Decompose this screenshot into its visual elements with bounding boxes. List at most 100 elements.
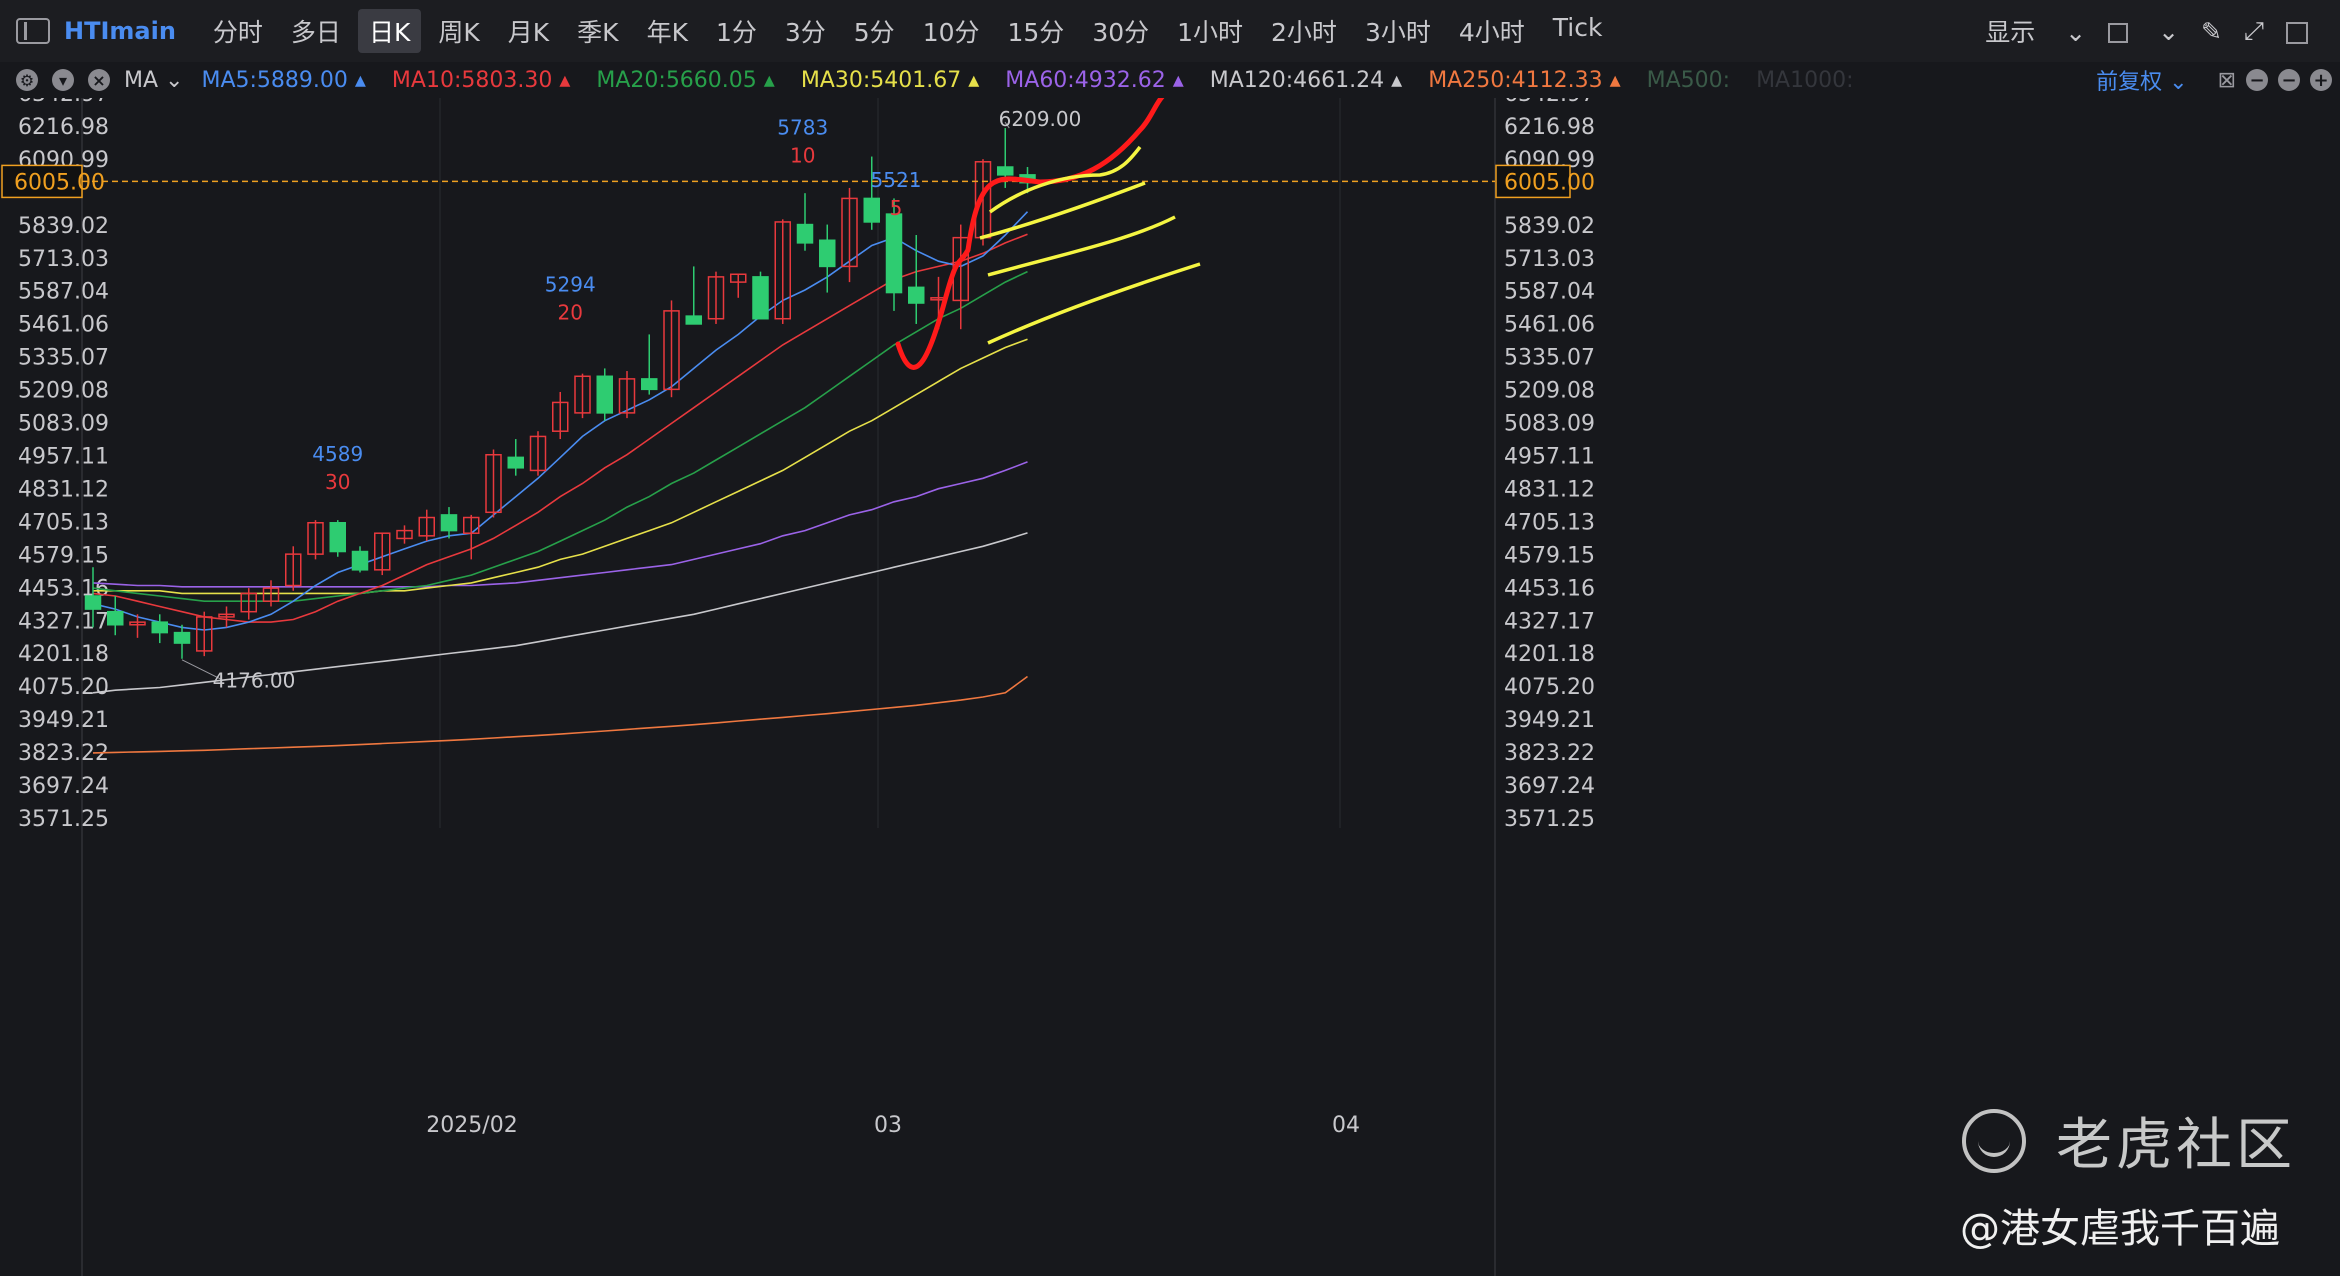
price-tick-left: 4957.11 — [18, 445, 109, 470]
candle-body — [596, 375, 613, 414]
price-adjust-select[interactable]: 前复权 ⌄ — [2096, 70, 2188, 95]
peak-count-10: 10 — [790, 144, 815, 168]
price-tick-right: 5335.07 — [1504, 346, 1595, 371]
price-tick-right: 4453.16 — [1504, 576, 1595, 601]
zoom-out-icon[interactable]: − — [2246, 69, 2268, 91]
timeframe-tab-16[interactable]: 4小时 — [1458, 18, 1525, 47]
candle-body — [997, 166, 1014, 176]
candle-body — [885, 213, 903, 294]
sidebar-toggle-icon[interactable] — [16, 18, 50, 44]
price-tick-right: 4579.15 — [1504, 543, 1595, 568]
price-tick-left: 3697.24 — [18, 774, 109, 799]
timeframe-tab-15[interactable]: 3小时 — [1364, 18, 1431, 47]
ma-value-6: MA250:4112.33 ▴ — [1428, 67, 1621, 93]
date-tick: 2025/02 — [426, 1113, 517, 1138]
zoom-in-icon[interactable]: + — [2310, 69, 2332, 91]
candle-body — [196, 616, 213, 652]
timeframe-tab-4[interactable]: 月K — [507, 18, 550, 47]
candle-body — [685, 315, 702, 325]
ma60-line — [92, 461, 1028, 588]
fullscreen-icon[interactable]: ⤢ — [2243, 16, 2264, 45]
candle-body — [641, 378, 658, 391]
ma-value-7: MA500: — [1646, 67, 1731, 93]
price-adjust-label: 前复权 — [2096, 70, 2163, 95]
timeframe-tab-11[interactable]: 15分 — [1007, 18, 1065, 47]
candle-body — [218, 613, 235, 618]
candle-body — [908, 286, 925, 304]
price-tick-right: 4201.18 — [1504, 642, 1595, 667]
timeframe-tab-8[interactable]: 3分 — [784, 18, 826, 47]
price-tick-right: 5461.06 — [1504, 313, 1595, 338]
candle-body — [730, 273, 747, 283]
draw-pen-icon[interactable]: ✎ — [2201, 16, 2222, 46]
candle-body — [307, 522, 324, 555]
chart-toolbar: HTImain 分时 多日 日K 周K 月K 季K 年K 1分 3分 5分 10分 15分 30分 1小时… — [0, 0, 2340, 63]
symbol-name[interactable]: HTImain — [64, 17, 176, 45]
timeframe-tab-12[interactable]: 30分 — [1092, 18, 1150, 47]
panel-icon[interactable] — [2286, 17, 2330, 46]
candle-body — [463, 516, 480, 534]
candle-body — [374, 532, 391, 571]
indicator-bar: ⚙ ▾ × MA ⌄ MA5:5889.00 ▴ MA10:5803.30 ▴ MA… — [0, 62, 2340, 98]
peak-label-5783: 5783 — [777, 116, 828, 140]
ma-value-8: MA1000: — [1756, 67, 1854, 93]
gear-icon[interactable]: ⚙ — [16, 69, 38, 91]
timeframe-tab-17[interactable]: Tick — [1552, 13, 1603, 42]
candle-body — [796, 223, 814, 244]
layout-icon[interactable]: ⌄ — [2108, 17, 2179, 46]
price-tick-left: 5209.08 — [18, 379, 109, 404]
date-tick: 04 — [1332, 1113, 1360, 1138]
drawing-yellow-line-3 — [987, 215, 1176, 277]
ma-values: MA5:5889.00 ▴ MA10:5803.30 ▴ MA20:5660.05 … — [201, 68, 1879, 93]
ma-value-1: MA10:5803.30 ▴ — [391, 67, 571, 93]
ma-value-4: MA60:4932.62 ▴ — [1005, 67, 1184, 93]
candle-body — [418, 516, 435, 537]
timeframe-tab-10[interactable]: 10分 — [922, 18, 980, 47]
price-tick-left: 5713.03 — [18, 247, 109, 272]
timeframe-tab-9[interactable]: 5分 — [853, 18, 895, 47]
peak-count-5: 5 — [890, 196, 903, 220]
timeframe-tab-0[interactable]: 分时 — [212, 18, 263, 47]
candle-body — [529, 435, 547, 472]
peak-label-4589: 4589 — [312, 442, 363, 466]
indicator-select[interactable]: MA ⌄ — [124, 67, 184, 93]
eye-icon[interactable]: ▾ — [52, 69, 74, 91]
display-menu[interactable]: 显示 ⌄ — [1985, 13, 2086, 49]
timeframe-tab-13[interactable]: 1小时 — [1177, 18, 1244, 47]
timeframe-tab-5[interactable]: 季K — [577, 18, 619, 47]
compare-icon[interactable]: ⊠ — [2217, 67, 2236, 93]
price-tick-right: 5839.02 — [1504, 214, 1595, 239]
candle-body — [84, 595, 102, 610]
candle-body — [507, 456, 524, 469]
candle-body — [841, 197, 858, 268]
timeframe-tab-3[interactable]: 周K — [438, 18, 480, 47]
price-tick-right: 5587.04 — [1504, 280, 1595, 305]
ma5-line — [92, 211, 1029, 631]
price-tick-left: 5083.09 — [18, 412, 109, 437]
price-tick-right: 4075.20 — [1504, 675, 1595, 700]
watermark: 老虎社区 — [1962, 1100, 2296, 1181]
drawing-yellow-line-2 — [979, 181, 1146, 240]
price-tick-right: 5083.09 — [1504, 412, 1595, 437]
timeframe-tab-6[interactable]: 年K — [646, 18, 688, 47]
close-icon[interactable]: × — [88, 69, 110, 91]
candle-body — [440, 514, 458, 532]
price-tick-right: 6342.97 — [1504, 98, 1595, 107]
price-tick-left: 3949.21 — [18, 708, 109, 733]
price-tick-left: 5587.04 — [18, 280, 109, 305]
timeframe-tab-2[interactable]: 日K — [357, 9, 422, 53]
candle-body — [107, 610, 124, 626]
candle-body — [396, 529, 413, 540]
timeframe-tab-1[interactable]: 多日 — [290, 18, 341, 47]
price-tick-right: 3949.21 — [1504, 708, 1595, 733]
minus-icon[interactable]: − — [2278, 69, 2300, 91]
candlestick-chart[interactable]: 6342.976342.976216.986216.986090.996090.… — [0, 98, 2340, 1276]
timeframe-tab-7[interactable]: 1分 — [715, 18, 757, 47]
timeframe-tab-14[interactable]: 2小时 — [1271, 18, 1337, 47]
peak-label-5294: 5294 — [545, 272, 596, 296]
display-label: 显示 — [1985, 18, 2036, 47]
candle-body — [285, 553, 302, 587]
current-price-box-left — [1, 164, 83, 199]
candle-body — [774, 221, 791, 320]
current-price-right: 6005.00 — [1504, 170, 1595, 195]
